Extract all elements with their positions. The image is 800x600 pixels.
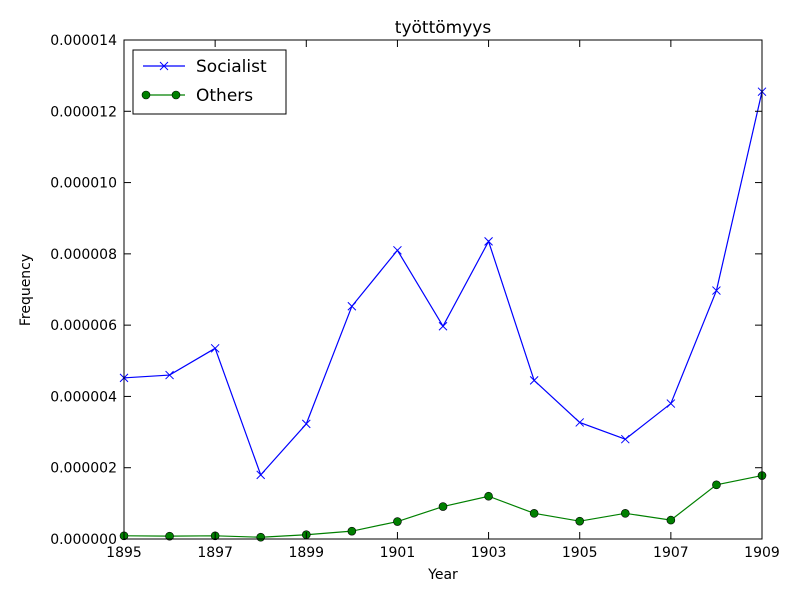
data-point-others	[484, 491, 493, 501]
axes: 1895 1897 1899 1901 1903 1905 1907 1909 0.000000…	[50, 33, 780, 561]
data-point-others	[575, 516, 585, 526]
legend-marker	[141, 90, 151, 100]
y-tick-label: 0.000010	[50, 176, 117, 192]
marker-stroke	[712, 286, 721, 295]
y-tick-label: 0.000012	[50, 104, 117, 120]
legend-label: Others	[196, 86, 253, 106]
y-axis-label: Frequency	[18, 254, 34, 326]
data-point-socialist	[620, 434, 630, 444]
x-tick-label: 1909	[744, 545, 780, 561]
marker-stroke	[256, 470, 266, 480]
axes-frame	[123, 39, 763, 540]
legend-marker	[171, 90, 181, 100]
marker-stroke	[666, 399, 676, 408]
y-tick-label: 0.000008	[50, 247, 117, 263]
marker-stroke	[210, 343, 220, 353]
marker-stroke	[165, 370, 174, 380]
x-tick-label: 1903	[471, 545, 507, 561]
legend-label: Socialist	[196, 57, 267, 77]
data-point-socialist	[165, 370, 174, 380]
marker-stroke	[575, 418, 585, 427]
marker-stroke	[529, 376, 539, 385]
data-point-socialist	[575, 418, 585, 427]
data-point-others	[529, 509, 539, 518]
marker-stroke	[620, 434, 630, 444]
marker-stroke	[301, 419, 311, 429]
y-tick-label: 0.000002	[50, 461, 117, 477]
legend-item-socialist: Socialist	[143, 57, 267, 77]
data-point-socialist	[666, 399, 676, 408]
legend-box	[132, 49, 287, 115]
data-point-socialist	[301, 419, 311, 429]
data-point-socialist	[484, 237, 493, 246]
data-point-others	[393, 517, 402, 526]
marker-stroke	[393, 245, 402, 255]
data-point-socialist	[347, 301, 357, 311]
x-axis-label: Year	[427, 567, 458, 583]
data-point-others	[256, 532, 266, 542]
legend-item-others: Others	[141, 86, 253, 106]
y-tick-label: 0.000006	[50, 318, 117, 334]
y-tick-label: 0.000014	[50, 33, 117, 49]
data-point-socialist	[529, 376, 539, 385]
series-line-socialist	[123, 91, 763, 476]
data-point-socialist	[210, 343, 220, 353]
legend-marker	[159, 61, 169, 71]
data-point-socialist	[256, 470, 266, 480]
y-tick-label: 0.000004	[50, 389, 117, 405]
data-point-others	[620, 509, 630, 518]
x-tick-label: 1901	[380, 545, 416, 561]
data-point-others	[712, 480, 721, 490]
x-tick-label: 1905	[562, 545, 598, 561]
x-tick-label: 1895	[106, 545, 142, 561]
plot-area	[119, 87, 767, 542]
data-point-others	[165, 531, 174, 541]
marker-stroke	[484, 237, 493, 246]
y-tick-label: 0.000000	[50, 532, 117, 548]
data-point-others	[438, 502, 448, 511]
marker-stroke	[347, 301, 357, 311]
x-tick-label: 1897	[197, 545, 233, 561]
data-point-others	[666, 515, 676, 525]
data-point-socialist	[438, 321, 448, 331]
chart-title: työttömyys	[395, 18, 492, 38]
legend: Socialist Others	[132, 49, 287, 115]
data-point-others	[347, 526, 357, 536]
marker-stroke	[438, 321, 448, 331]
data-point-socialist	[393, 245, 402, 255]
x-tick-label: 1899	[288, 545, 324, 561]
x-tick-label: 1907	[653, 545, 689, 561]
data-point-socialist	[712, 286, 721, 295]
